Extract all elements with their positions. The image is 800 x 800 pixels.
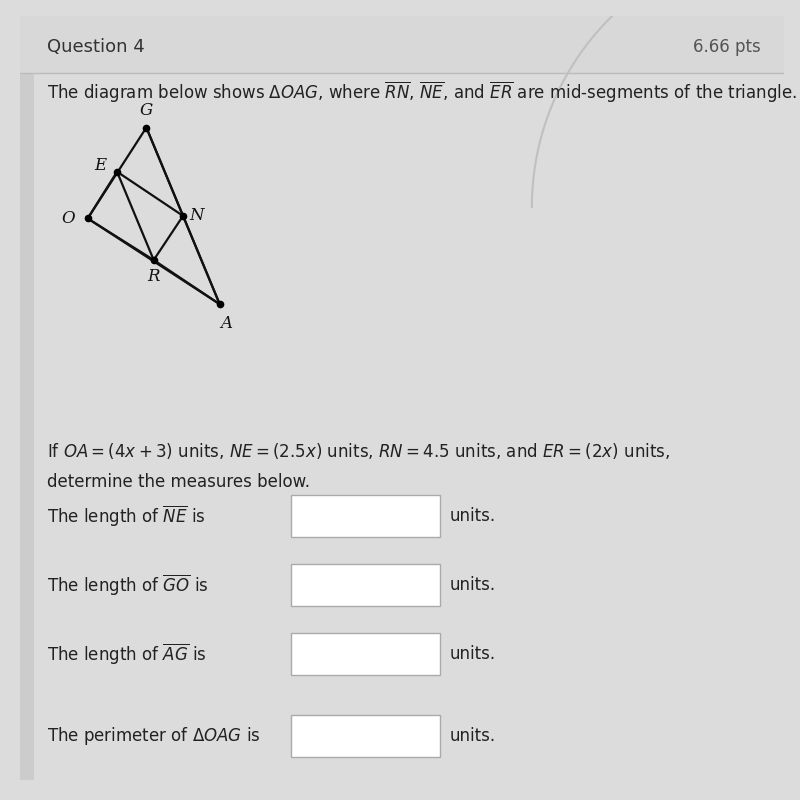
Text: If $OA = (4x + 3)$ units, $NE = (2.5x)$ units, $RN = 4.5$ units, and $ER = (2x)$: If $OA = (4x + 3)$ units, $NE = (2.5x)$ … (46, 442, 670, 462)
Text: O: O (62, 210, 75, 227)
Text: The perimeter of $\Delta OAG$ is: The perimeter of $\Delta OAG$ is (46, 725, 260, 746)
Bar (20, 16, 34, 780)
Text: determine the measures below.: determine the measures below. (46, 473, 310, 491)
FancyBboxPatch shape (291, 564, 440, 606)
Text: G: G (140, 102, 153, 119)
FancyBboxPatch shape (291, 714, 440, 757)
Bar (20, 16, 784, 74)
Text: A: A (220, 314, 232, 332)
Text: The diagram below shows $\Delta OAG$, where $\overline{RN}$, $\overline{NE}$, an: The diagram below shows $\Delta OAG$, wh… (46, 80, 797, 105)
Text: units.: units. (450, 507, 495, 526)
FancyBboxPatch shape (291, 495, 440, 538)
Text: The length of $\overline{AG}$ is: The length of $\overline{AG}$ is (46, 642, 206, 666)
Text: E: E (94, 157, 106, 174)
Text: The length of $\overline{GO}$ is: The length of $\overline{GO}$ is (46, 573, 208, 598)
Text: Question 4: Question 4 (46, 38, 145, 55)
Text: units.: units. (450, 576, 495, 594)
Text: The length of $\overline{NE}$ is: The length of $\overline{NE}$ is (46, 504, 206, 529)
Text: 6.66 pts: 6.66 pts (694, 38, 761, 55)
FancyBboxPatch shape (291, 633, 440, 675)
Text: R: R (147, 268, 160, 286)
Text: units.: units. (450, 726, 495, 745)
Text: N: N (190, 207, 204, 224)
Text: units.: units. (450, 645, 495, 663)
